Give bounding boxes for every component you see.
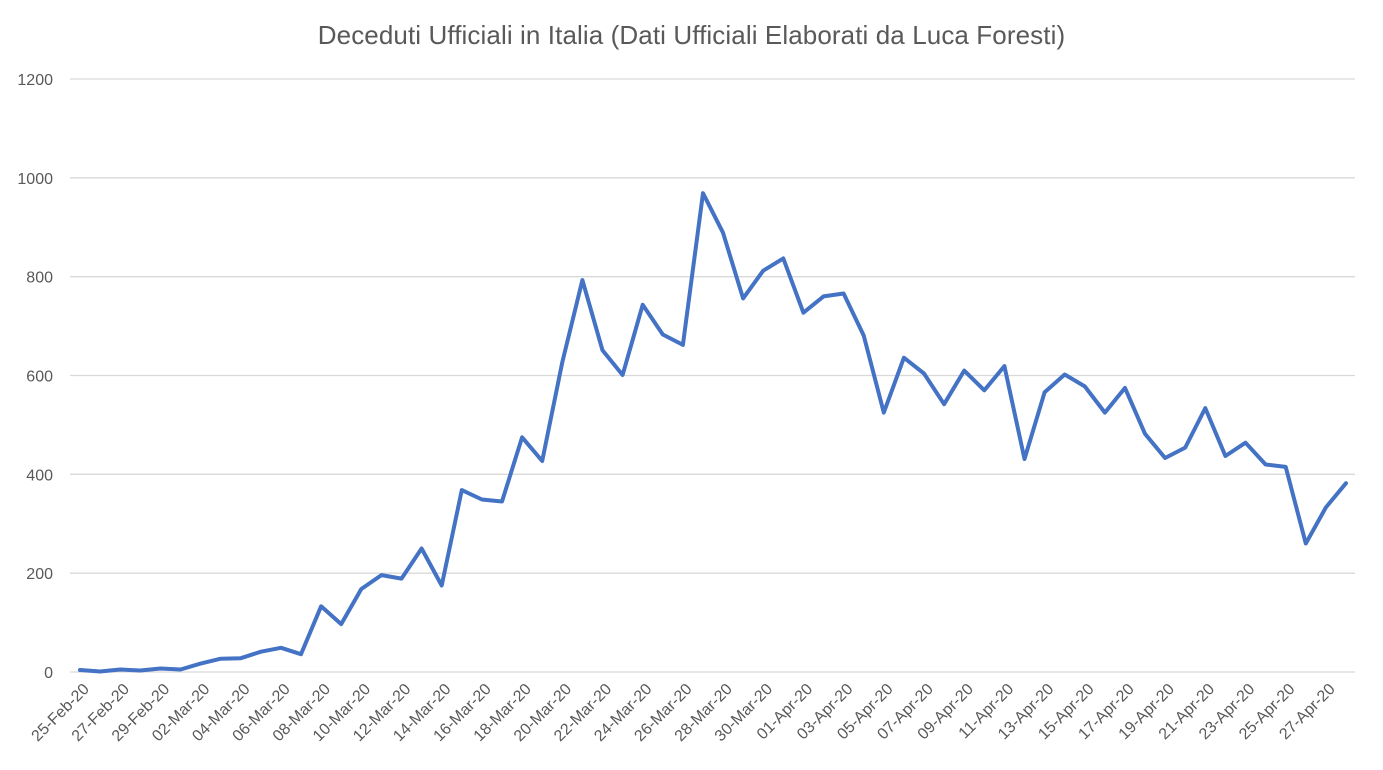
data-point xyxy=(902,356,906,360)
data-point xyxy=(982,388,986,392)
data-point xyxy=(359,587,363,591)
y-axis-tick-labels: 0 200 400 600 800 1000 1200 xyxy=(17,72,53,682)
data-point xyxy=(98,670,102,674)
data-point xyxy=(219,657,223,661)
series-layer xyxy=(78,191,1348,674)
data-point xyxy=(641,303,645,307)
data-point xyxy=(400,577,404,581)
data-point xyxy=(379,573,383,577)
y-tick-label: 200 xyxy=(26,566,53,583)
y-tick-label: 1000 xyxy=(17,171,53,188)
data-point xyxy=(701,191,705,195)
data-point xyxy=(138,669,142,673)
data-point xyxy=(520,435,524,439)
data-point xyxy=(78,668,82,672)
data-point xyxy=(319,604,323,608)
data-point xyxy=(862,334,866,338)
data-point xyxy=(1344,481,1348,485)
y-tick-label: 400 xyxy=(26,467,53,484)
data-point xyxy=(761,269,765,273)
data-point xyxy=(158,667,162,671)
data-point xyxy=(1223,454,1227,458)
data-point xyxy=(440,584,444,588)
data-point xyxy=(239,656,243,660)
data-point xyxy=(601,348,605,352)
data-point xyxy=(801,311,805,315)
data-point xyxy=(460,488,464,492)
data-point xyxy=(882,411,886,415)
data-point xyxy=(299,652,303,656)
data-point xyxy=(1143,432,1147,436)
data-point xyxy=(1284,465,1288,469)
data-point xyxy=(942,402,946,406)
data-point xyxy=(1163,456,1167,460)
data-point xyxy=(781,256,785,260)
y-tick-label: 600 xyxy=(26,369,53,386)
data-point xyxy=(259,650,263,654)
data-point xyxy=(1002,364,1006,368)
y-tick-label: 800 xyxy=(26,270,53,287)
data-point xyxy=(1063,373,1067,377)
y-tick-label: 1200 xyxy=(17,72,53,89)
data-point xyxy=(500,500,504,504)
data-point xyxy=(179,668,183,672)
data-point xyxy=(1203,406,1207,410)
data-point xyxy=(1264,463,1268,467)
data-point xyxy=(118,668,122,672)
data-point xyxy=(1103,411,1107,415)
data-point xyxy=(1043,390,1047,394)
data-point xyxy=(681,343,685,347)
data-point xyxy=(480,498,484,502)
chart-title: Deceduti Ufficiali in Italia (Dati Uffic… xyxy=(317,20,1066,50)
data-point xyxy=(1244,441,1248,445)
data-point xyxy=(962,369,966,373)
data-point xyxy=(842,292,846,296)
data-point xyxy=(1304,542,1308,546)
data-point xyxy=(741,296,745,300)
x-axis-tick-labels: 25-Feb-2027-Feb-2029-Feb-2002-Mar-2004-M… xyxy=(29,681,1339,745)
data-point xyxy=(1083,384,1087,388)
gridlines xyxy=(70,78,1355,673)
data-point xyxy=(580,278,584,282)
y-tick-label: 0 xyxy=(44,665,53,682)
data-point xyxy=(621,373,625,377)
data-point xyxy=(540,459,544,463)
data-point xyxy=(1123,386,1127,390)
data-point xyxy=(1023,457,1027,461)
data-point xyxy=(199,662,203,666)
data-point xyxy=(922,372,926,376)
data-point xyxy=(339,622,343,626)
data-point xyxy=(420,547,424,551)
data-point xyxy=(721,231,725,235)
data-point xyxy=(822,294,826,298)
series-line xyxy=(78,191,1348,674)
data-point xyxy=(279,646,283,650)
data-point xyxy=(1324,505,1328,509)
data-point xyxy=(560,360,564,364)
data-point xyxy=(1183,446,1187,450)
data-point xyxy=(661,333,665,337)
